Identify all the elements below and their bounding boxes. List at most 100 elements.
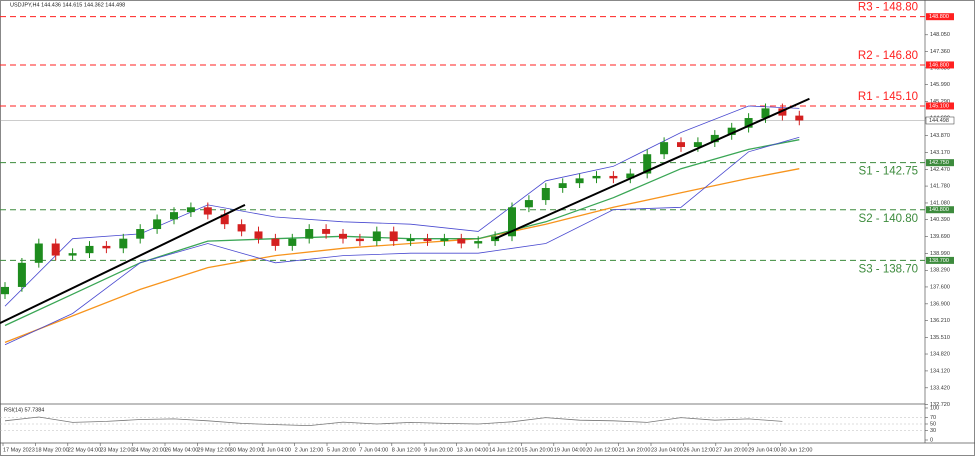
candle-body [372, 231, 381, 242]
x-tick-label: 7 Jun 04:00 [359, 447, 388, 453]
candle-body [693, 142, 702, 147]
y-tick-label: 132.720 [930, 402, 950, 408]
candle-body [1, 286, 9, 295]
y-tick-label: 145.990 [930, 82, 950, 88]
x-tick-label: 18 May 20:00 [35, 447, 68, 453]
candle-body [322, 229, 331, 234]
candle-body [406, 238, 415, 242]
y-tick-label: 134.120 [930, 368, 950, 374]
candle-body [305, 229, 314, 239]
candle-body [727, 127, 736, 135]
level-axis-box [926, 256, 954, 264]
level-label: S3 - 138.70 [859, 263, 918, 275]
y-tick-label: 140.390 [930, 217, 950, 223]
candle-body [524, 200, 533, 208]
candle-body [609, 175, 618, 179]
y-tick-label: 137.600 [930, 284, 950, 290]
y-tick-label: 138.990 [930, 251, 950, 257]
candle-body [102, 245, 111, 249]
candle-body [220, 214, 229, 225]
candle-body [592, 175, 601, 179]
x-tick-label: 20 Jun 12:00 [586, 447, 618, 453]
x-tick-label: 30 May 20:00 [230, 447, 263, 453]
x-tick-label: 29 May 12:00 [197, 447, 230, 453]
y-tick-label: 141.080 [930, 200, 950, 206]
candle-body [288, 238, 297, 246]
x-tick-label: 30 Jun 12:00 [781, 447, 813, 453]
rsi-tick-label: 70 [930, 415, 936, 421]
x-tick-label: 23 May 12:00 [100, 447, 133, 453]
y-tick-label: 143.170 [930, 150, 950, 156]
level-axis-box [926, 61, 954, 69]
last-price-box [925, 116, 955, 125]
chart-header: USDJPY,H4 144.436 144.615 144.362 144.49… [10, 2, 125, 8]
level-label: R1 - 145.10 [858, 91, 918, 103]
candle-body [186, 207, 195, 213]
level-axis-label: 148.800 [929, 14, 949, 20]
candle-body [474, 241, 483, 244]
level-axis-box [926, 159, 954, 167]
last-price-label: 144.498 [929, 118, 949, 124]
indicator-line [4, 105, 800, 307]
x-tick-label: 22 May 04:00 [68, 447, 101, 453]
candle-body [710, 134, 719, 143]
candle-body [271, 238, 280, 246]
level-axis-label: 138.700 [929, 258, 949, 264]
candle-body [85, 245, 94, 254]
y-tick-label: 134.820 [930, 351, 950, 357]
level-axis-box [926, 13, 954, 21]
x-tick-label: 9 Jun 20:00 [424, 447, 453, 453]
rsi-tick-label: 100 [930, 405, 939, 411]
y-tick-label: 147.360 [930, 49, 950, 55]
candle-body [457, 238, 466, 244]
rsi-title: RSI(14) 57.7384 [4, 407, 44, 413]
y-tick-label: 141.780 [930, 184, 950, 190]
x-tick-label: 17 May 2023 [3, 447, 35, 453]
x-tick-label: 27 Jun 20:00 [716, 447, 748, 453]
rsi-tick-label: 0 [930, 437, 933, 443]
candle-body [17, 262, 26, 287]
indicator-line [4, 139, 800, 327]
candle-body [558, 183, 567, 189]
level-axis-label: 145.100 [929, 103, 949, 109]
x-tick-label: 26 Jun 12:00 [683, 447, 715, 453]
x-tick-label: 13 Jun 04:00 [457, 447, 489, 453]
candle-body [677, 142, 685, 147]
candle-body [440, 238, 449, 242]
candle-body [795, 115, 804, 121]
level-axis-label: 146.800 [929, 62, 949, 68]
candle-body [541, 188, 550, 201]
candle-body [389, 231, 398, 242]
y-tick-label: 148.050 [930, 32, 950, 38]
level-label: R2 - 146.80 [858, 50, 918, 62]
trend-line [0, 203, 246, 325]
y-tick-label: 136.900 [930, 301, 950, 307]
x-tick-label: 2 Jun 12:00 [295, 447, 324, 453]
x-tick-label: 29 Jun 04:00 [748, 447, 780, 453]
y-tick-label: 133.420 [930, 385, 950, 391]
x-tick-label: 15 Jun 20:00 [521, 447, 553, 453]
level-axis-box [926, 206, 954, 214]
candle-body [203, 207, 212, 215]
level-label: S1 - 142.75 [859, 166, 918, 178]
candle-body [575, 178, 584, 184]
x-tick-label: 24 May 20:00 [133, 447, 166, 453]
x-tick-label: 5 Jun 20:00 [327, 447, 356, 453]
y-tick-label: 135.510 [930, 335, 950, 341]
level-label: R3 - 148.80 [858, 2, 918, 14]
rsi-tick-label: 30 [930, 428, 936, 434]
candle-body [423, 238, 432, 242]
candle-body [778, 108, 787, 116]
candle-body [643, 154, 652, 174]
candle-body [51, 243, 60, 256]
candle-body [339, 233, 347, 239]
x-tick-label: 1 Jun 04:00 [262, 447, 291, 453]
x-tick-label: 26 May 04:00 [165, 447, 198, 453]
x-tick-label: 8 Jun 12:00 [392, 447, 421, 453]
candle-body [237, 224, 246, 232]
x-tick-label: 23 Jun 04:00 [651, 447, 683, 453]
y-tick-label: 145.290 [930, 99, 950, 105]
